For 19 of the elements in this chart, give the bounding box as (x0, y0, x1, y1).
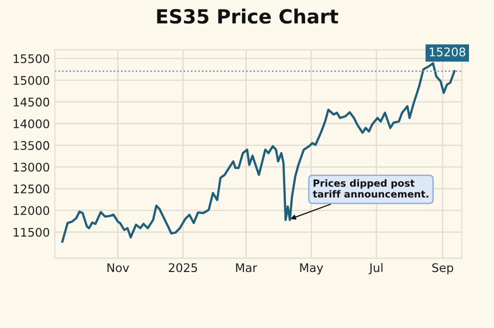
ref-line-label: 15208 (430, 47, 466, 56)
y-tick-label: 13500 (14, 141, 50, 150)
x-tick-label: Nov (108, 263, 130, 272)
y-tick-label: 13000 (14, 162, 50, 172)
line-series (61, 62, 456, 243)
y-tick-label: 14500 (14, 98, 50, 107)
x-tick-label: May (300, 263, 324, 274)
annotation: Prices dipped post tariff announcement. (312, 179, 428, 198)
y-tick-label: 15000 (14, 76, 50, 85)
y-tick-label: 11500 (14, 228, 50, 237)
x-tick-label: Sep (432, 263, 454, 274)
y-tick-label: 14000 (14, 119, 50, 128)
x-tick-label: 2025 (168, 263, 198, 272)
y-tick-label: 12000 (14, 206, 50, 216)
chart-title: ES35 Price Chart (157, 8, 338, 24)
y-tick-label: 12500 (14, 184, 50, 194)
x-tick-label: Jul (368, 262, 382, 274)
x-tick-label: Mar (236, 263, 258, 272)
y-tick-label: 15500 (14, 54, 50, 64)
